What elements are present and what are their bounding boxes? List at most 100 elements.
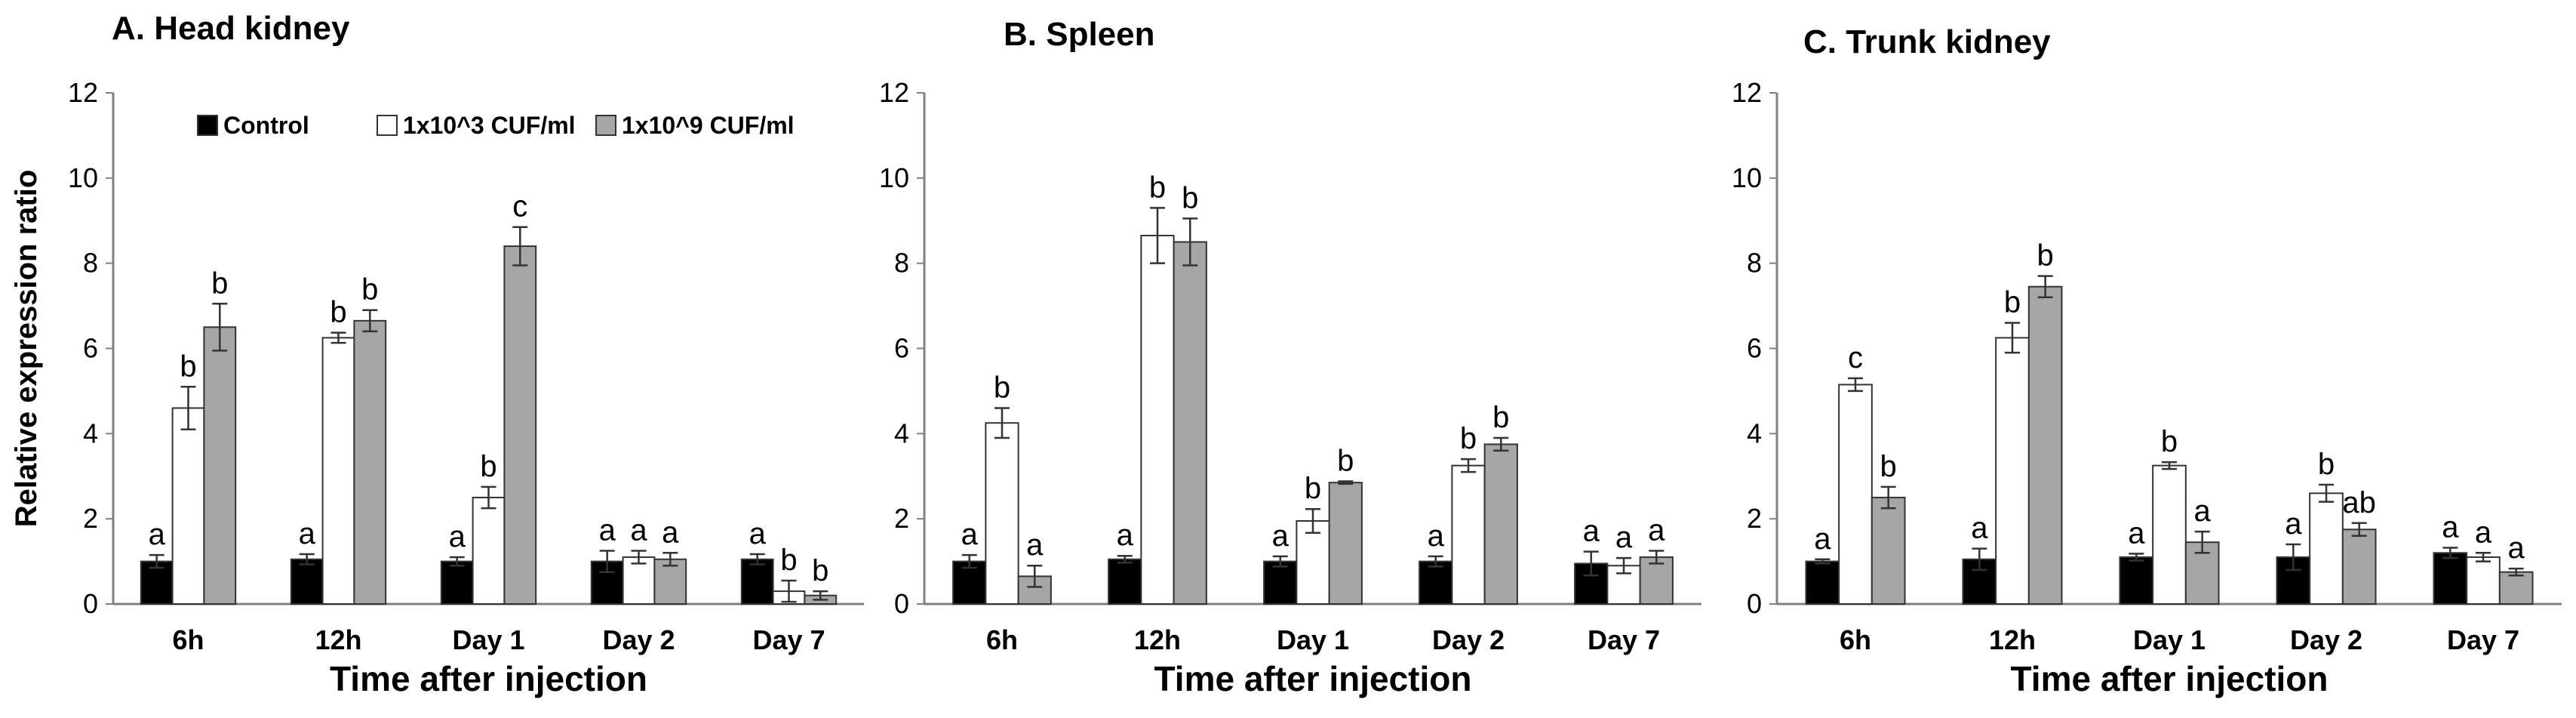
legend-label: Control xyxy=(223,112,309,139)
bar-3 xyxy=(2341,528,2377,605)
significance-label: b xyxy=(2161,425,2178,458)
x-axis-title: Time after injection xyxy=(1154,659,1472,698)
bar-1 xyxy=(1108,558,1142,606)
bar-1 xyxy=(440,560,474,605)
y-tick-label: 2 xyxy=(1747,503,1762,534)
significance-label: a xyxy=(1428,519,1445,553)
x-tick-label: 12h xyxy=(1134,624,1181,655)
significance-label: a xyxy=(599,513,616,547)
bar-2 xyxy=(1140,234,1175,605)
significance-label: b xyxy=(1182,181,1198,214)
bar-1 xyxy=(290,558,324,606)
bar-1 xyxy=(1419,560,1453,605)
significance-label: b xyxy=(1880,450,1897,483)
significance-label: a xyxy=(749,517,767,550)
y-tick-label: 4 xyxy=(1747,418,1762,448)
significance-label: b xyxy=(2318,448,2335,481)
y-tick-label: 6 xyxy=(83,333,98,364)
significance-label: b xyxy=(1305,472,1321,505)
bar-1 xyxy=(590,560,624,605)
significance-label: b xyxy=(180,350,196,383)
significance-label: b xyxy=(2004,286,2021,319)
panel-title: B. Spleen xyxy=(1004,16,1155,53)
significance-label: b xyxy=(780,544,797,577)
bar-3 xyxy=(203,326,237,605)
x-tick-label: Day 7 xyxy=(1588,624,1660,655)
legend-label: 1x10^3 CUF/ml xyxy=(403,112,576,139)
bar-2 xyxy=(2152,464,2187,605)
x-tick-label: Day 2 xyxy=(2290,624,2362,655)
bar-1 xyxy=(1805,560,1840,605)
significance-label: b xyxy=(1337,445,1354,478)
bar-3 xyxy=(1871,496,1906,605)
bar-3 xyxy=(503,245,537,605)
significance-label: a xyxy=(662,516,679,549)
significance-label: b xyxy=(1460,422,1477,455)
bar-1 xyxy=(2433,552,2468,605)
x-axis-title: Time after injection xyxy=(2011,659,2329,698)
x-tick-label: Day 2 xyxy=(1432,624,1505,655)
y-tick-label: 0 xyxy=(1747,588,1762,619)
significance-label: c xyxy=(512,190,527,223)
bar-3 xyxy=(2184,541,2220,606)
y-axis-title: Relative expression ratio xyxy=(10,170,43,528)
significance-label: a xyxy=(1583,515,1600,548)
significance-label: c xyxy=(1848,341,1863,374)
significance-label: a xyxy=(1026,528,1044,562)
significance-label: b xyxy=(361,273,378,307)
significance-label: a xyxy=(2508,532,2525,565)
y-tick-label: 0 xyxy=(894,588,909,619)
legend-swatch-2 xyxy=(377,115,398,136)
y-tick-label: 8 xyxy=(1747,248,1762,279)
bar-3 xyxy=(653,558,687,606)
significance-label: a xyxy=(149,518,166,551)
significance-label: b xyxy=(330,296,346,329)
y-tick-label: 8 xyxy=(83,248,98,279)
y-tick-label: 4 xyxy=(894,418,909,448)
significance-label: a xyxy=(2475,516,2492,549)
significance-label: a xyxy=(2194,495,2212,528)
significance-label: b xyxy=(2037,239,2054,273)
y-tick-label: 12 xyxy=(879,77,909,108)
bar-3 xyxy=(2498,571,2534,605)
significance-label: a xyxy=(1814,522,1831,556)
significance-label: a xyxy=(1272,519,1290,553)
bar-3 xyxy=(1173,241,1207,605)
x-tick-label: 6h xyxy=(172,624,204,655)
bar-2 xyxy=(321,337,355,605)
y-tick-label: 2 xyxy=(894,503,909,534)
significance-label: a xyxy=(299,517,316,550)
bar-3 xyxy=(353,319,387,605)
y-tick-label: 6 xyxy=(894,333,909,364)
legend: Control 1x10^3 CUF/ml 1x10^9 CUF/ml xyxy=(197,112,795,139)
significance-label: b xyxy=(480,450,496,483)
legend-label: 1x10^9 CUF/ml xyxy=(622,112,795,139)
significance-label: a xyxy=(1971,512,1988,545)
bar-2 xyxy=(1995,337,2030,605)
significance-label: a xyxy=(1615,521,1633,554)
x-tick-label: 12h xyxy=(1989,624,2036,655)
bar-2 xyxy=(171,407,205,605)
bar-3 xyxy=(2027,285,2063,605)
y-tick-label: 12 xyxy=(1732,77,1762,108)
significance-label: a xyxy=(1117,519,1134,552)
bar-3 xyxy=(1328,482,1363,606)
bar-2 xyxy=(1451,464,1486,605)
x-tick-label: Day 1 xyxy=(2133,624,2206,655)
x-tick-label: 6h xyxy=(1840,624,1871,655)
significance-label: b xyxy=(211,267,228,300)
significance-label: a xyxy=(630,513,647,547)
bar-1 xyxy=(2119,556,2154,605)
bar-2 xyxy=(622,556,656,605)
y-tick-label: 8 xyxy=(894,248,909,279)
bar-2 xyxy=(985,422,1019,606)
x-tick-label: 12h xyxy=(315,624,361,655)
significance-label: b xyxy=(812,554,828,587)
panel-title: C. Trunk kidney xyxy=(1803,23,2051,60)
significance-label: b xyxy=(1149,171,1166,204)
